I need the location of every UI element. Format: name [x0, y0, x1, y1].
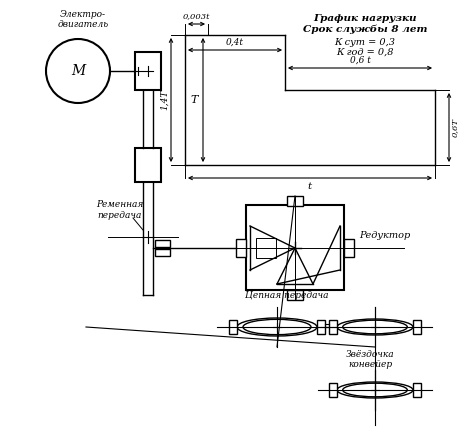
Text: T: T — [191, 95, 198, 105]
Bar — [135, 148, 161, 182]
Text: 0,003t: 0,003t — [183, 13, 210, 21]
Text: М: М — [71, 64, 85, 78]
Text: 0,6T: 0,6T — [451, 118, 459, 137]
Bar — [135, 52, 161, 90]
Bar — [317, 320, 325, 334]
Text: Ременная
передача: Ременная передача — [96, 200, 144, 220]
Text: К сут = 0,3: К сут = 0,3 — [334, 38, 396, 47]
Text: Редуктор: Редуктор — [359, 232, 410, 240]
Bar — [413, 320, 421, 334]
Text: 0,4t: 0,4t — [226, 38, 244, 47]
Bar — [246, 205, 344, 290]
Bar — [329, 320, 337, 334]
Text: К год = 0,8: К год = 0,8 — [336, 48, 394, 57]
Bar — [236, 239, 246, 257]
Text: 1,4T: 1,4T — [160, 90, 169, 110]
Text: График нагрузки: График нагрузки — [313, 14, 417, 23]
Bar — [329, 383, 337, 397]
Bar — [229, 320, 237, 334]
Bar — [155, 249, 170, 256]
Bar — [256, 238, 276, 258]
Bar — [155, 240, 170, 247]
Text: Звёздочка
конвейер: Звёздочка конвейер — [346, 350, 394, 369]
Bar — [287, 196, 303, 206]
Text: Срок службы 8 лет: Срок службы 8 лет — [303, 24, 427, 33]
Bar — [413, 383, 421, 397]
Bar — [344, 239, 354, 257]
Text: Цепная передача: Цепная передача — [245, 291, 329, 300]
Bar — [287, 290, 303, 300]
Text: 0,6 t: 0,6 t — [349, 56, 370, 65]
Text: Электро-
двигатель: Электро- двигатель — [57, 10, 108, 29]
Text: t: t — [308, 182, 312, 191]
